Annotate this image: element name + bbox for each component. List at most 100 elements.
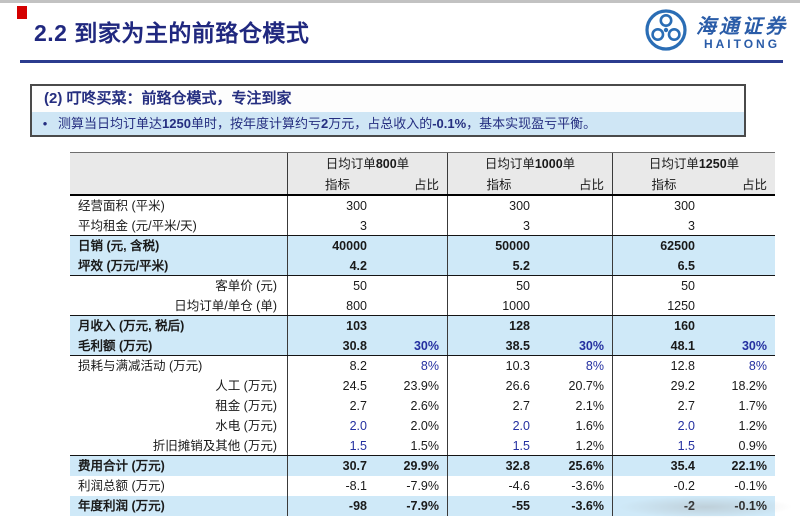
share-value-cell [715, 216, 775, 235]
indicator-value-cell: 8.2 [287, 356, 387, 376]
table-header-groups: 日均订单800单 日均订单1000单 日均订单1250单 [70, 152, 775, 174]
table-row: 坪效 (万元/平米) 4.2 5.2 6.5 [70, 256, 775, 276]
share-value-cell [715, 316, 775, 336]
bullet-segment: -0.1% [432, 116, 467, 131]
share-value-cell: -7.9% [406, 479, 439, 493]
row-label: 客单价 (元) [215, 279, 277, 293]
table-row: 利润总额 (万元) -8.1 -7.9% -4.6 -3.6% -0.2 -0.1% [70, 476, 775, 496]
share-value-cell: -3.6% [571, 479, 604, 493]
share-value-cell [550, 196, 612, 216]
share-value-cell: 1.2% [738, 419, 768, 433]
row-label: 水电 (万元) [215, 419, 277, 433]
share-value-cell: -0.1% [734, 479, 767, 493]
table-row: 日均订单/单仓 (单) 800 1000 1250 [70, 296, 775, 316]
share-value-cell [387, 256, 447, 275]
share-value-cell: 8% [585, 359, 604, 373]
indicator-value-cell: 10.3 [447, 356, 550, 376]
share-value-cell: 18.2% [731, 379, 767, 393]
row-label: 坪效 (万元/平米) [78, 259, 169, 273]
indicator-value-cell: 103 [287, 316, 387, 336]
title-underline [20, 60, 783, 63]
share-value-cell: 1.6% [575, 419, 605, 433]
share-value-cell: 22.1% [731, 459, 767, 473]
callout-heading: (2) 叮咚买菜：前臵仓模式，专注到家 [32, 86, 744, 112]
top-strip [0, 0, 800, 3]
indicator-value-cell: 50000 [447, 236, 550, 256]
table-row: 费用合计 (万元) 30.7 29.9% 32.8 25.6% 35.4 22.1% [70, 456, 775, 476]
share-value-cell [715, 296, 775, 315]
indicator-value-cell: 4.2 [287, 256, 387, 275]
indicator-value-cell: 3 [612, 216, 715, 235]
share-value-cell: 1.2% [575, 439, 605, 453]
indicator-value-cell: 26.6 [447, 376, 550, 396]
row-label: 利润总额 (万元) [78, 479, 165, 493]
row-label: 费用合计 (万元) [78, 459, 165, 473]
share-value-cell [387, 296, 447, 315]
share-value-cell: 8% [748, 359, 767, 373]
indicator-value-cell: 128 [447, 316, 550, 336]
row-label: 毛利额 (万元) [78, 339, 153, 353]
header-corner-cell [70, 153, 287, 174]
indicator-value-cell: 2.0 [612, 416, 715, 436]
logo-name-cn: 海通证券 [696, 13, 788, 38]
table-row: 年度利润 (万元) -98 -7.9% -55 -3.6% -2-0.1% [70, 496, 775, 516]
bullet-segment: 单时，按年度计算约亏 [190, 116, 321, 131]
share-value-cell [715, 196, 775, 216]
indicator-value-cell: 3 [447, 216, 550, 235]
subheader-share: 占比 [741, 178, 767, 192]
row-label: 租金 (万元) [215, 399, 277, 413]
row-label: 人工 (万元) [215, 379, 277, 393]
header-corner-cell [70, 174, 287, 194]
share-value-cell: 29.9% [403, 459, 439, 473]
share-value-cell [550, 316, 612, 336]
share-value-cell: 1.7% [738, 399, 768, 413]
indicator-value-cell: 1.5 [447, 436, 550, 455]
share-value-cell: 2.1% [575, 399, 605, 413]
indicator-value-cell: 2.7 [447, 396, 550, 416]
share-value-cell [550, 296, 612, 315]
subheader-indicator: 指标 [287, 174, 387, 194]
indicator-value-cell: 50 [287, 276, 387, 296]
indicator-value-cell: 1000 [447, 296, 550, 315]
table-row: 日销 (元, 含税) 40000 50000 62500 [70, 236, 775, 256]
share-value-cell: -0.1% [715, 496, 775, 516]
bullet-segment: 1250 [162, 116, 191, 131]
subheader-indicator: 指标 [612, 174, 715, 194]
table-row: 客单价 (元) 50 50 50 [70, 276, 775, 296]
table-row: 租金 (万元) 2.7 2.6% 2.7 2.1% 2.7 1.7% [70, 396, 775, 416]
indicator-value-cell: 160 [612, 316, 715, 336]
share-value-cell [387, 196, 447, 216]
row-label: 日均订单/单仓 (单) [174, 299, 277, 313]
share-value-cell: 8% [420, 359, 439, 373]
share-value-cell: 23.9% [403, 379, 439, 393]
haitong-logo-icon [644, 8, 688, 57]
unit-economics-table: 日均订单800单 日均订单1000单 日均订单1250单 指标 占比 指标 占比 指标 占比 经营… [70, 152, 775, 516]
indicator-value-cell: -0.2 [612, 476, 715, 496]
share-value-cell [387, 276, 447, 296]
share-value-cell [387, 236, 447, 256]
share-value-cell: 1.5% [410, 439, 440, 453]
indicator-value-cell: 300 [287, 196, 387, 216]
indicator-value-cell: 30.7 [287, 456, 387, 476]
indicator-value-cell: 2.0 [287, 416, 387, 436]
indicator-value-cell: -2 [612, 496, 715, 516]
indicator-value-cell: 1.5 [287, 436, 387, 455]
indicator-value-cell: -4.6 [447, 476, 550, 496]
indicator-value-cell: 3 [287, 216, 387, 235]
row-label: 月收入 (万元, 税后) [78, 319, 185, 333]
indicator-value-cell: 40000 [287, 236, 387, 256]
callout-bullet-text: 测算当日均订单达1250单时，按年度计算约亏2万元，占总收入的-0.1%，基本实… [58, 112, 596, 135]
red-accent-mark [17, 6, 27, 19]
indicator-value-cell: 38.5 [447, 336, 550, 355]
table-row: 月收入 (万元, 税后) 103 128 160 [70, 316, 775, 336]
subheader-share: 占比 [578, 178, 604, 192]
indicator-value-cell: 50 [447, 276, 550, 296]
indicator-value-cell: 2.7 [612, 396, 715, 416]
table-row: 人工 (万元) 24.5 23.9% 26.6 20.7% 29.2 18.2% [70, 376, 775, 396]
share-value-cell [715, 236, 775, 256]
table-row: 经营面积 (平米) 300 300 300 [70, 196, 775, 216]
logo-name-en: HAITONG [703, 36, 781, 51]
indicator-value-cell: 24.5 [287, 376, 387, 396]
share-value-cell: 25.6% [568, 459, 604, 473]
